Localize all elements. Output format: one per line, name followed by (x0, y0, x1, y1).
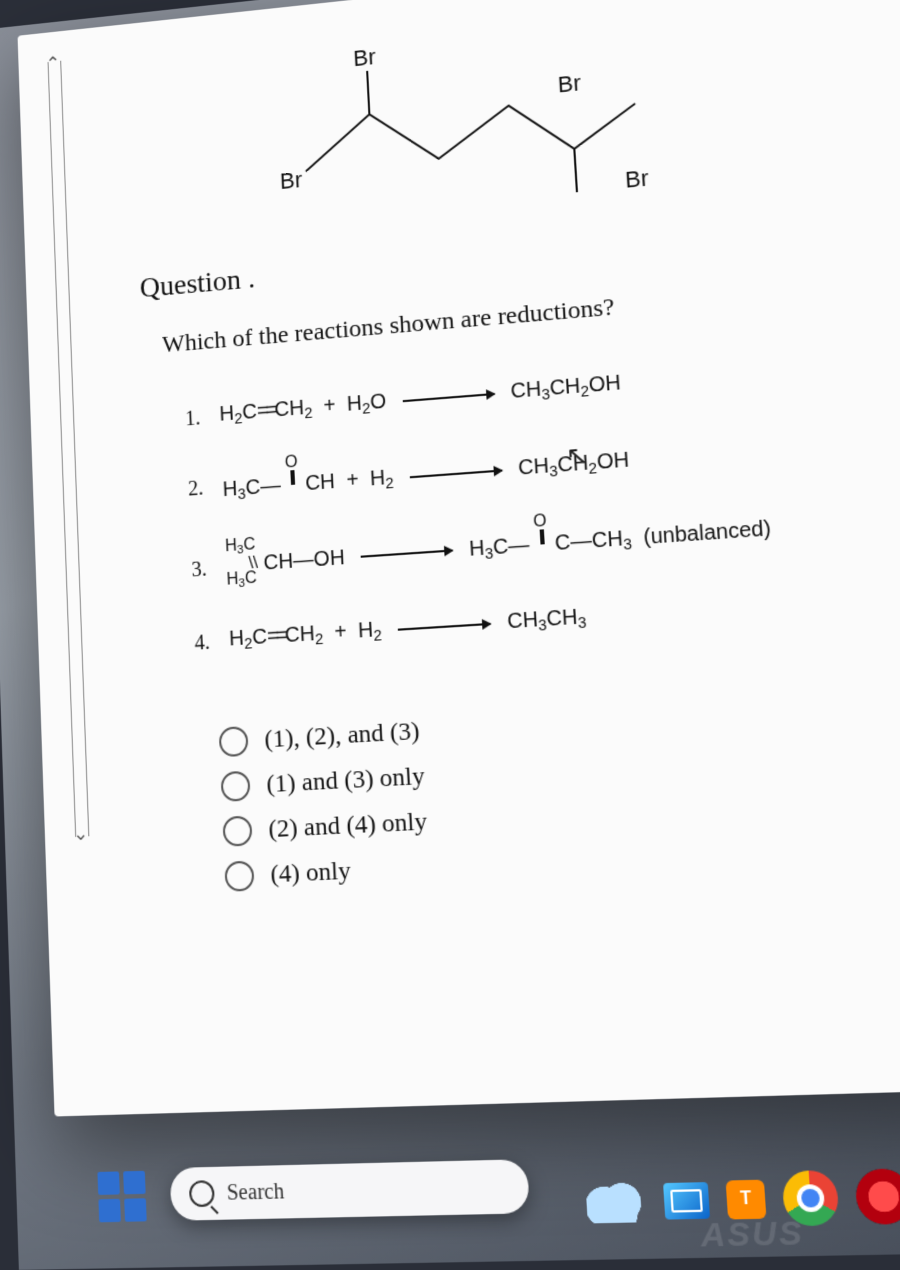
option-label: (4) only (270, 857, 351, 890)
answer-options: (1), (2), and (3) (1) and (3) only (2) a… (218, 701, 431, 907)
opera-icon[interactable] (854, 1168, 900, 1225)
carbonyl-icon (531, 526, 554, 557)
reaction-number: 2. (188, 477, 204, 502)
scroll-down-chevron-icon[interactable]: ⌄ (73, 823, 89, 846)
app-icon[interactable] (663, 1182, 710, 1220)
search-placeholder: Search (226, 1179, 284, 1206)
taskbar-search[interactable]: Search (170, 1159, 530, 1221)
reaction-arrow-icon (402, 393, 494, 402)
option-label: (1), (2), and (3) (264, 717, 420, 754)
question-card: ⌃ ⌄ Br Br Br Br Question . Whic (18, 0, 900, 1116)
reaction-list: 1. H2C==CH2 + H2O CH3CH2OH 2. H3C—CH + H… (164, 322, 900, 698)
question-heading: Question . (139, 263, 256, 306)
reaction-arrow-icon (410, 469, 502, 478)
radio-icon[interactable] (224, 860, 254, 891)
radio-icon[interactable] (222, 815, 252, 846)
scrollbar-track[interactable] (48, 61, 90, 837)
reaction-arrow-icon (361, 550, 453, 558)
start-button[interactable] (97, 1171, 146, 1223)
taskbar: Search ASUS T (15, 1138, 900, 1263)
search-icon (189, 1180, 215, 1207)
chrome-icon[interactable] (781, 1170, 839, 1226)
option-c[interactable]: (2) and (4) only (222, 807, 428, 847)
radio-icon[interactable] (221, 771, 251, 802)
option-label: (1) and (3) only (266, 762, 426, 799)
reaction-number: 3. (191, 558, 207, 583)
atom-label: Br (624, 165, 649, 194)
option-b[interactable]: (1) and (3) only (221, 761, 426, 802)
molecule-structure: Br Br Br Br (210, 6, 696, 256)
reaction-arrow-icon (398, 623, 491, 631)
vertical-scrollbar[interactable]: ⌃ ⌄ (48, 61, 90, 837)
mouse-cursor-icon: ↖ (565, 441, 588, 471)
atom-label: Br (353, 44, 377, 72)
molecule-svg (210, 6, 696, 256)
weather-icon[interactable] (585, 1181, 647, 1223)
radio-icon[interactable] (219, 726, 249, 757)
option-label: (2) and (4) only (268, 807, 428, 844)
option-a[interactable]: (1), (2), and (3) (219, 716, 424, 757)
atom-label: Br (279, 167, 302, 195)
reaction-number: 1. (185, 407, 201, 432)
reaction-number: 4. (194, 631, 210, 656)
system-tray: T (585, 1166, 900, 1230)
carbonyl-icon (282, 467, 304, 498)
option-d[interactable]: (4) only (224, 852, 430, 892)
atom-label: Br (557, 70, 582, 99)
